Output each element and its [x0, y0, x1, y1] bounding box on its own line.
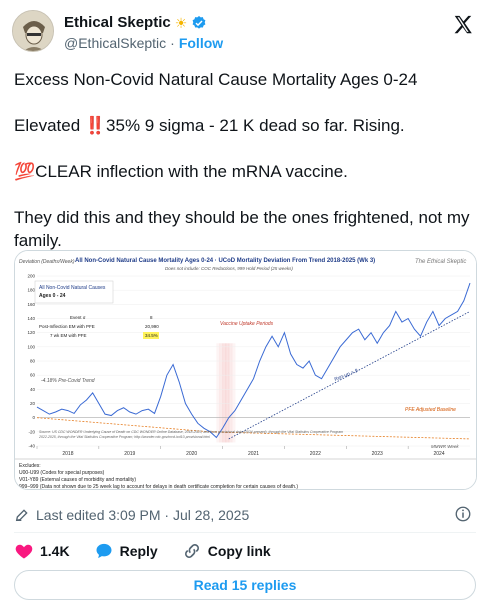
action-bar: 1.4K Reply Copy link — [14, 540, 295, 562]
y-tick-label: 80 — [30, 359, 36, 364]
y-tick-label: 140 — [27, 316, 35, 321]
vaccine-period-band — [231, 343, 236, 443]
tweet-line: Excess Non-Covid Natural Cause Mortality… — [14, 70, 418, 89]
y-tick-label: 160 — [27, 302, 35, 307]
y-tick-label: 200 — [27, 274, 35, 279]
display-name[interactable]: Ethical Skeptic — [64, 14, 171, 31]
reply-button[interactable]: Reply — [94, 541, 158, 561]
y-tick-label: 120 — [27, 330, 35, 335]
pfe-baseline-line — [36, 417, 471, 440]
tweet-text: Excess Non-Covid Natural Cause Mortality… — [14, 68, 476, 252]
x-tick-label: 2024 — [434, 451, 445, 457]
pencil-icon — [15, 509, 28, 522]
heart-icon — [15, 544, 33, 559]
x-tick-label: 2021 — [248, 451, 259, 457]
y-tick-label: 60 — [30, 373, 36, 378]
mortality-deviation-line — [36, 282, 471, 439]
y-tick-label: 40 — [30, 387, 36, 392]
x-tick-label: 2022 — [310, 451, 321, 457]
mortality-chart: Deviation (Deaths/Week) All Non-Covid Na… — [15, 251, 476, 490]
y-tick-label: 180 — [27, 288, 35, 293]
sun-icon: ☀ — [174, 14, 188, 31]
stat-value: 8 — [150, 315, 153, 320]
excludes-line: Excludes: — [19, 463, 41, 469]
chart-image[interactable]: Deviation (Deaths/Week) All Non-Covid Na… — [14, 250, 477, 490]
mmwr-label: MMWR Week — [431, 444, 459, 449]
last-edited-text[interactable]: Last edited 3:09 PM · Jul 28, 2025 — [36, 507, 250, 523]
legend-title: All Non-Covid Natural Causes — [39, 285, 106, 291]
vaccine-period-band — [219, 343, 224, 443]
tweet-meta: Last edited 3:09 PM · Jul 28, 2025 — [14, 505, 476, 525]
vaccine-period-band — [222, 343, 227, 443]
tweet-line: Elevated ‼️35% 9 sigma - 21 K dead so fa… — [14, 116, 405, 135]
vaccine-period-band — [216, 343, 220, 443]
vaccine-period-band — [225, 343, 230, 443]
y-tick-label: -20 — [28, 429, 35, 434]
source-note: 2022-2025, through the Vital Statistics … — [38, 435, 210, 439]
runup-trend-line — [228, 311, 471, 440]
info-icon[interactable] — [454, 505, 472, 523]
watermark: The Ethical Skeptic — [415, 259, 466, 265]
y-tick-label: 0 — [32, 415, 35, 420]
follow-button[interactable]: Follow — [178, 35, 224, 51]
tweet-line: 💯CLEAR inflection with the mRNA vaccine. — [14, 162, 348, 181]
x-logo-icon[interactable] — [452, 14, 474, 36]
x-tick-label: 2019 — [124, 451, 135, 457]
stat-highlight — [143, 332, 159, 339]
precovid-trend-label: -4.18% Pre-Covid Trend — [41, 378, 95, 384]
pfe-label: PFE Adjusted Baseline — [405, 407, 456, 413]
y-tick-label: 20 — [30, 401, 36, 406]
stat-label: 7 wk EM with PFE — [50, 333, 87, 338]
stat-label: Event σ — [70, 315, 86, 320]
y-tick-label: 100 — [27, 344, 35, 349]
copy-link-button[interactable]: Copy link — [182, 541, 271, 561]
vaccine-period-band — [228, 343, 233, 443]
separator: · — [170, 35, 175, 51]
x-tick-label: 2023 — [372, 451, 383, 457]
read-replies-button[interactable]: Read 15 replies — [14, 570, 476, 600]
vaccine-label: Vaccine Uptake Periods — [220, 321, 274, 327]
y-axis-label: Deviation (Deaths/Week) — [19, 259, 75, 265]
stat-value: 20,990 — [145, 324, 159, 329]
source-note: Source: US CDC WONDER Underlying Cause o… — [39, 430, 343, 434]
stat-label: Post-Inflection EM with PFE — [39, 324, 95, 329]
copy-link-label: Copy link — [207, 543, 271, 559]
legend-age: Ages 0 - 24 — [39, 293, 66, 299]
reply-label: Reply — [119, 543, 158, 559]
excludes-line: 999–999 (Data not shown due to 25 week l… — [19, 484, 298, 490]
reply-bubble-icon — [96, 543, 112, 559]
tweet-line: They did this and they should be the one… — [14, 208, 470, 250]
tweet-header: Ethical Skeptic ☀ @EthicalSkeptic · Foll… — [12, 10, 478, 56]
x-tick-label: 2020 — [186, 451, 197, 457]
excludes-line: U00-U99 (Codes for special purposes) — [19, 470, 105, 476]
stat-value: 34.5% — [145, 333, 158, 338]
divider — [14, 532, 476, 533]
legend-box — [34, 280, 114, 304]
chart-title: All Non-Covid Natural Cause Mortality Ag… — [75, 258, 375, 264]
y-tick-label: -40 — [28, 444, 35, 449]
x-tick-label: 2018 — [62, 451, 73, 457]
like-button[interactable]: 1.4K — [14, 541, 70, 561]
handle[interactable]: @EthicalSkeptic — [64, 35, 167, 51]
avatar[interactable] — [12, 10, 54, 52]
like-count: 1.4K — [40, 543, 70, 559]
verified-badge-icon — [192, 15, 206, 29]
excludes-line: V01-Y89 (External causes of morbidity an… — [19, 477, 136, 483]
chart-subtitle: Does not include: COC Redactions, 999 Ho… — [165, 266, 293, 271]
link-icon — [184, 544, 199, 558]
